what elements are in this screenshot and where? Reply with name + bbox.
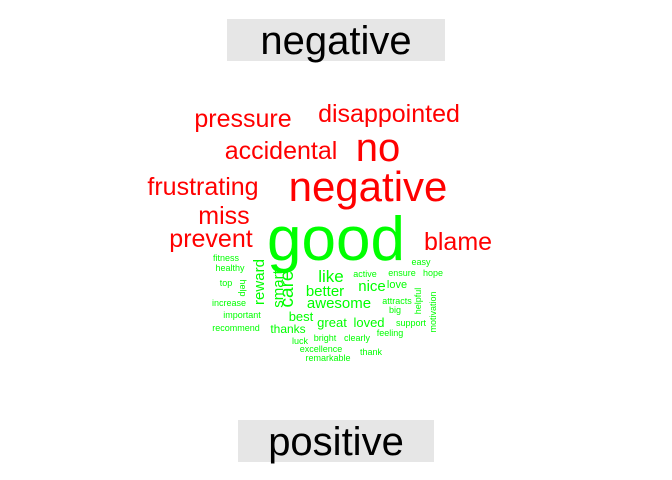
word-disappointed: disappointed (318, 100, 460, 128)
word-nice: nice (358, 278, 386, 295)
word-best: best (289, 309, 314, 324)
word-remarkable: remarkable (305, 353, 350, 363)
word-like: like (318, 267, 344, 286)
word-accidental: accidental (225, 137, 338, 165)
word-ensure: ensure (388, 268, 416, 278)
word-recommend: recommend (212, 323, 260, 333)
word-pressure: pressure (194, 105, 291, 133)
word-great: great (317, 315, 347, 330)
word-no: no (356, 126, 401, 170)
word-clearly: clearly (344, 333, 371, 343)
word-helpful: helpful (413, 288, 423, 315)
word-help: help (238, 279, 248, 296)
word-support: support (396, 318, 427, 328)
word-love: love (387, 279, 407, 291)
word-good: good (267, 205, 405, 274)
word-awesome: awesome (307, 295, 371, 312)
word-attracts: attracts (382, 296, 412, 306)
word-thanks: thanks (270, 322, 305, 336)
group-label-positive: positive (238, 420, 434, 464)
word-feeling: feeling (377, 328, 404, 338)
word-luck: luck (292, 336, 309, 346)
group-label-negative: negative (227, 19, 445, 63)
word-negative: negative (289, 163, 448, 210)
word-reward: reward (251, 259, 268, 305)
word-thank: thank (360, 347, 383, 357)
word-excellence: excellence (300, 344, 343, 354)
word-fitness: fitness (213, 253, 240, 263)
word-important: important (223, 310, 261, 320)
word-better: better (306, 283, 344, 300)
word-frustrating: frustrating (147, 173, 258, 201)
word-smart: smart (270, 269, 287, 307)
word-blame: blame (424, 228, 492, 256)
word-big: big (389, 305, 401, 315)
word-healthy: healthy (215, 263, 245, 273)
word-motivation: motivation (428, 291, 438, 332)
word-top: top (220, 278, 233, 288)
word-easy: easy (411, 257, 431, 267)
word-miss: miss (198, 202, 249, 230)
word-active: active (353, 269, 377, 279)
word-bright: bright (314, 333, 337, 343)
word-prevent: prevent (169, 225, 252, 253)
word-increase: increase (212, 298, 246, 308)
word-loved: loved (353, 315, 384, 330)
word-care: care (277, 271, 298, 308)
word-hope: hope (423, 268, 443, 278)
